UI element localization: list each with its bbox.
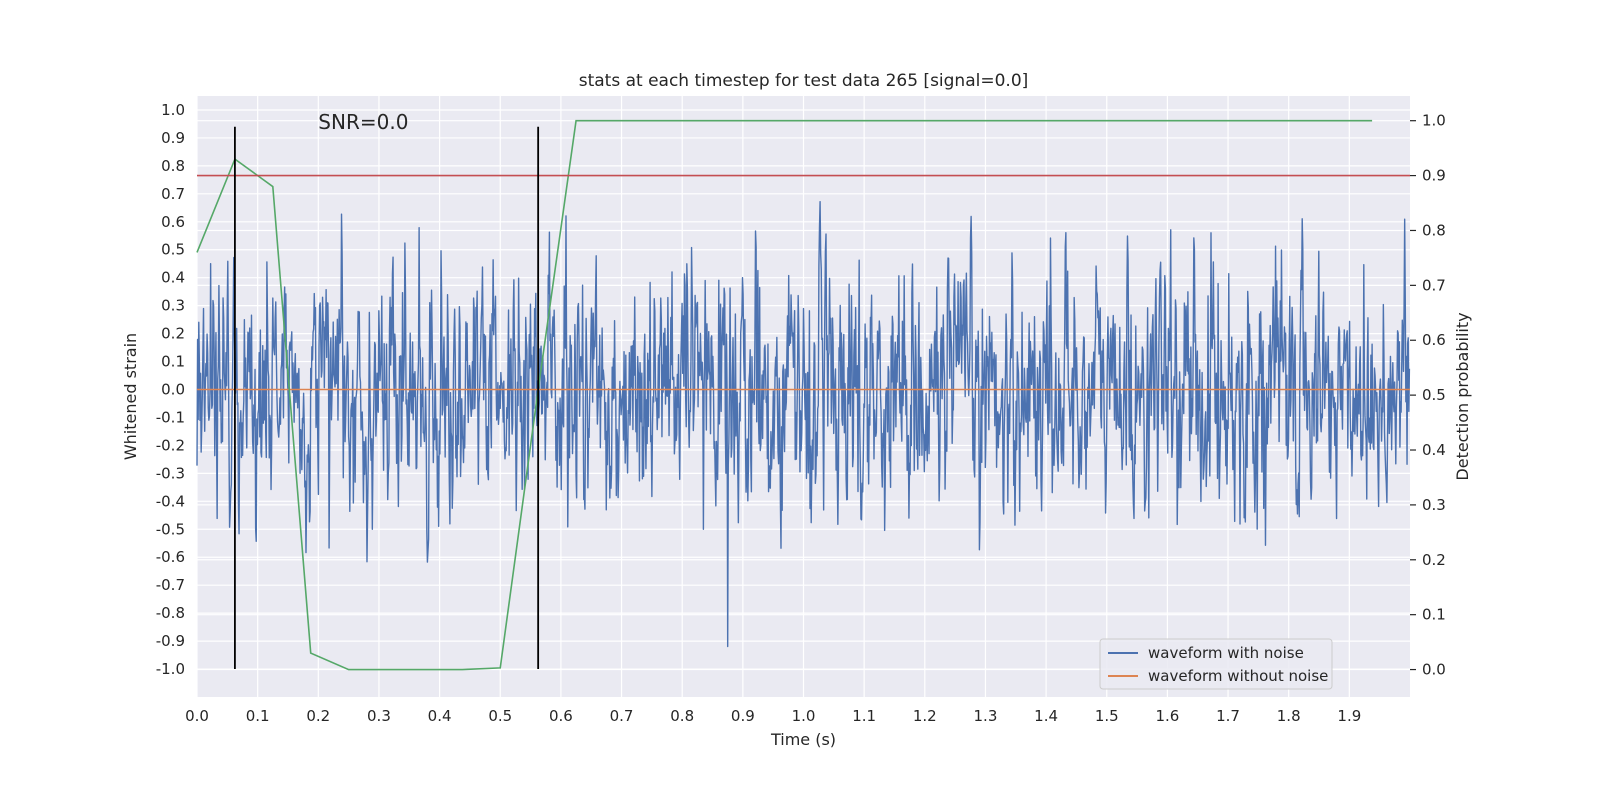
y-tick-label: 0.1 bbox=[161, 353, 185, 371]
y-right-tick-label: 0.0 bbox=[1422, 661, 1446, 679]
x-tick-label: 1.9 bbox=[1337, 707, 1361, 725]
y-tick-label: 0.5 bbox=[161, 241, 185, 259]
x-tick-label: 0.1 bbox=[246, 707, 270, 725]
y-tick-label: -0.2 bbox=[156, 436, 185, 454]
y-tick-label: 0.4 bbox=[161, 269, 185, 287]
x-tick-label: 0.2 bbox=[306, 707, 330, 725]
y-tick-label: 0.3 bbox=[161, 297, 185, 315]
y-tick-label: 0.2 bbox=[161, 325, 185, 343]
y-right-tick-label: 0.9 bbox=[1422, 167, 1446, 185]
legend-entry: waveform without noise bbox=[1148, 667, 1328, 685]
x-tick-label: 1.5 bbox=[1095, 707, 1119, 725]
y-tick-label: -0.7 bbox=[156, 576, 185, 594]
legend-entry: waveform with noise bbox=[1148, 644, 1304, 662]
y-tick-label: 0.0 bbox=[161, 381, 185, 399]
x-tick-label: 0.8 bbox=[670, 707, 694, 725]
y-tick-label: 1.0 bbox=[161, 101, 185, 119]
x-tick-label: 0.3 bbox=[367, 707, 391, 725]
x-tick-label: 1.6 bbox=[1155, 707, 1179, 725]
x-tick-label: 1.4 bbox=[1034, 707, 1058, 725]
y-tick-label: 0.8 bbox=[161, 157, 185, 175]
y-right-tick-label: 0.8 bbox=[1422, 221, 1446, 239]
snr-annotation: SNR=0.0 bbox=[318, 110, 408, 134]
x-tick-label: 1.0 bbox=[792, 707, 816, 725]
y-right-tick-label: 0.5 bbox=[1422, 386, 1446, 404]
x-tick-label: 0.7 bbox=[610, 707, 634, 725]
y-right-tick-label: 0.1 bbox=[1422, 606, 1446, 624]
y-right-tick-label: 0.4 bbox=[1422, 441, 1446, 459]
series-layer bbox=[196, 119, 1411, 671]
x-tick-label: 0.6 bbox=[549, 707, 573, 725]
y-right-tick-label: 0.2 bbox=[1422, 551, 1446, 569]
y-right-tick-label: 1.0 bbox=[1422, 112, 1446, 130]
y-tick-label: 0.6 bbox=[161, 213, 185, 231]
axes-layer: 0.0 0.1 0.2 0.3 0.4 0.5 0.6 0.7 0.8 0.9 1.0 1.1 1.2 1… bbox=[156, 101, 1446, 725]
x-tick-label: 1.1 bbox=[852, 707, 876, 725]
y-tick-label: -1.0 bbox=[156, 660, 185, 678]
x-tick-label: 0.9 bbox=[731, 707, 755, 725]
y-right-tick-label: 0.6 bbox=[1422, 331, 1446, 349]
y-tick-label: -0.6 bbox=[156, 548, 185, 566]
x-tick-label: 1.2 bbox=[913, 707, 937, 725]
y-tick-label: -0.4 bbox=[156, 492, 185, 510]
x-tick-label: 0.0 bbox=[185, 707, 209, 725]
x-axis-label: Time (s) bbox=[770, 730, 836, 749]
chart-title: stats at each timestep for test data 265… bbox=[579, 71, 1029, 91]
x-tick-label: 1.3 bbox=[974, 707, 998, 725]
series-waveform-with-noise bbox=[196, 200, 1411, 648]
y-tick-label: -0.3 bbox=[156, 464, 185, 482]
y-tick-label: -0.8 bbox=[156, 604, 185, 622]
x-tick-label: 1.8 bbox=[1277, 707, 1301, 725]
y-tick-label: 0.7 bbox=[161, 185, 185, 203]
y-tick-label: -0.5 bbox=[156, 520, 185, 538]
y-axis-label: Whitened strain bbox=[121, 333, 140, 460]
x-tick-label: 0.4 bbox=[428, 707, 452, 725]
series-detection-probability bbox=[196, 119, 1373, 671]
y-axis-right-label: Detection probability bbox=[1453, 312, 1472, 480]
y-tick-label: -0.9 bbox=[156, 632, 185, 650]
legend: waveform with noise waveform without nois… bbox=[1099, 638, 1333, 690]
y-tick-label: -0.1 bbox=[156, 408, 185, 426]
x-tick-label: 0.5 bbox=[488, 707, 512, 725]
y-right-tick-label: 0.7 bbox=[1422, 276, 1446, 294]
grid-lines bbox=[196, 96, 1410, 697]
x-tick-label: 1.7 bbox=[1216, 707, 1240, 725]
y-right-tick-label: 0.3 bbox=[1422, 496, 1446, 514]
y-tick-label: 0.9 bbox=[161, 129, 185, 147]
legend-box bbox=[1099, 638, 1333, 690]
